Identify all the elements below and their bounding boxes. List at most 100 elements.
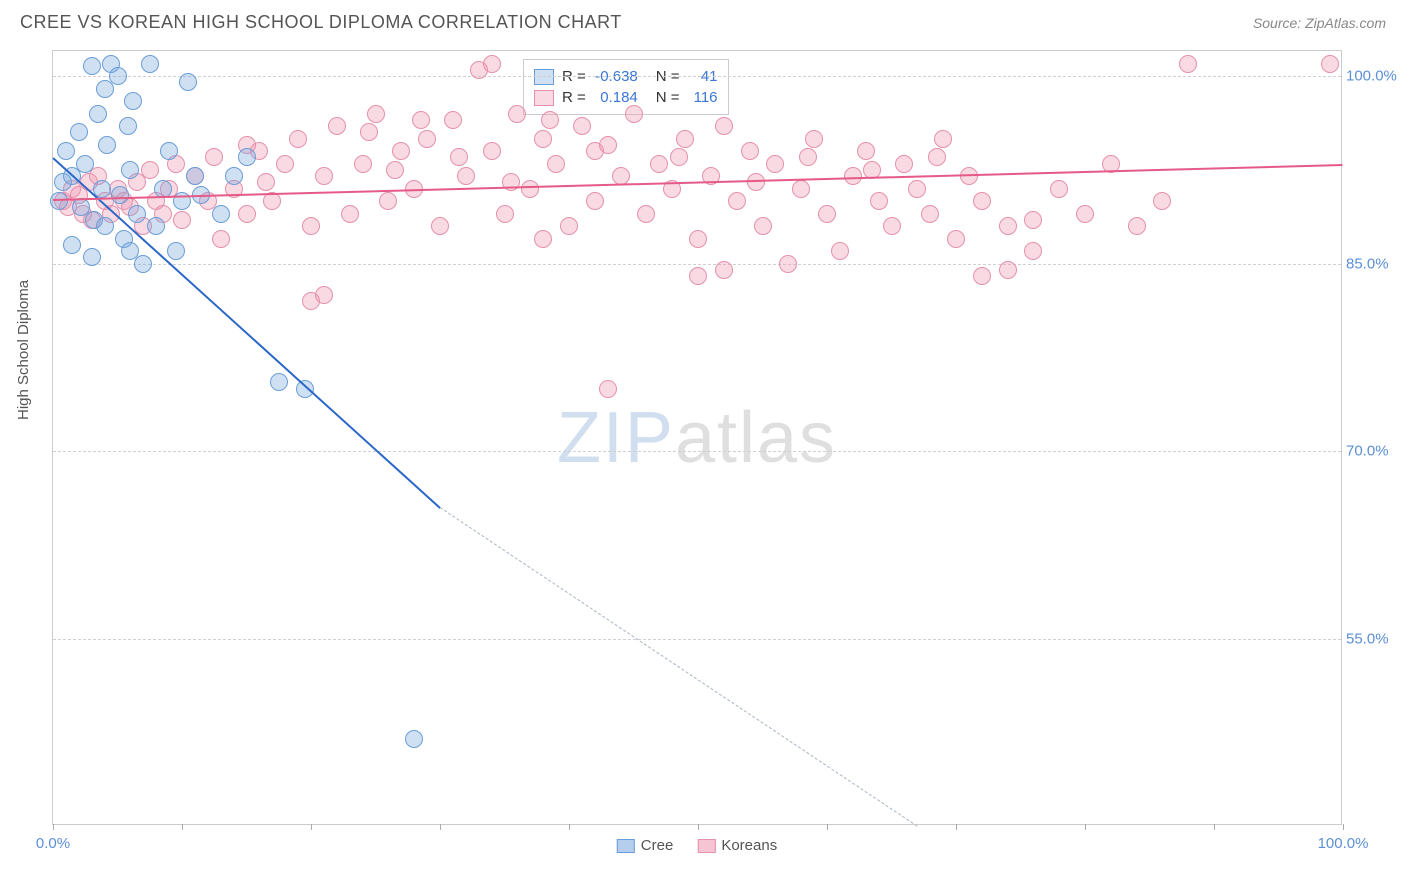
scatter-point (534, 230, 552, 248)
chart-legend: Cree Koreans (617, 837, 777, 854)
watermark-atlas: atlas (675, 398, 837, 478)
scatter-point (160, 142, 178, 160)
stats-swatch (534, 90, 554, 106)
scatter-point (225, 167, 243, 185)
x-tick-label: 100.0% (1318, 835, 1369, 852)
scatter-point (973, 267, 991, 285)
x-tick (827, 824, 828, 830)
scatter-point (121, 161, 139, 179)
scatter-point (379, 192, 397, 210)
scatter-point (270, 373, 288, 391)
scatter-point (1179, 55, 1197, 73)
scatter-point (921, 205, 939, 223)
stats-n-label: N = (656, 89, 680, 106)
scatter-point (521, 180, 539, 198)
scatter-point (508, 105, 526, 123)
scatter-point (418, 130, 436, 148)
scatter-point (1128, 217, 1146, 235)
scatter-point (741, 142, 759, 160)
scatter-point (315, 167, 333, 185)
scatter-point (354, 155, 372, 173)
scatter-point (431, 217, 449, 235)
x-tick (1085, 824, 1086, 830)
scatter-point (496, 205, 514, 223)
scatter-point (386, 161, 404, 179)
scatter-point (83, 248, 101, 266)
scatter-point (831, 242, 849, 260)
scatter-point (111, 186, 129, 204)
scatter-point (689, 230, 707, 248)
scatter-point (779, 255, 797, 273)
scatter-point (1050, 180, 1068, 198)
scatter-point (805, 130, 823, 148)
scatter-point (289, 130, 307, 148)
scatter-point (1153, 192, 1171, 210)
scatter-point (367, 105, 385, 123)
y-axis-label: High School Diploma (15, 280, 32, 420)
y-tick-label: 85.0% (1346, 255, 1396, 272)
scatter-point (50, 192, 68, 210)
scatter-point (141, 55, 159, 73)
scatter-point (96, 217, 114, 235)
scatter-point (315, 286, 333, 304)
scatter-point (450, 148, 468, 166)
scatter-point (276, 155, 294, 173)
scatter-point (818, 205, 836, 223)
scatter-point (128, 205, 146, 223)
scatter-point (134, 255, 152, 273)
stats-n-value: 116 (688, 89, 718, 106)
scatter-point (328, 117, 346, 135)
scatter-point (766, 155, 784, 173)
x-tick (311, 824, 312, 830)
scatter-point (670, 148, 688, 166)
scatter-point (483, 55, 501, 73)
scatter-point (141, 161, 159, 179)
scatter-point (63, 236, 81, 254)
scatter-point (747, 173, 765, 191)
scatter-point (883, 217, 901, 235)
scatter-point (586, 192, 604, 210)
scatter-point (186, 167, 204, 185)
scatter-point (444, 111, 462, 129)
scatter-point (98, 136, 116, 154)
scatter-point (728, 192, 746, 210)
scatter-point (121, 242, 139, 260)
scatter-point (857, 142, 875, 160)
x-tick-label: 0.0% (36, 835, 70, 852)
scatter-point (83, 57, 101, 75)
x-tick (182, 824, 183, 830)
scatter-point (1024, 211, 1042, 229)
scatter-point (483, 142, 501, 160)
scatter-point (676, 130, 694, 148)
x-tick (956, 824, 957, 830)
scatter-point (844, 167, 862, 185)
scatter-point (928, 148, 946, 166)
x-tick (1343, 824, 1344, 830)
stats-r-value: 0.184 (594, 89, 638, 106)
scatter-point (625, 105, 643, 123)
scatter-point (167, 242, 185, 260)
scatter-point (689, 267, 707, 285)
y-tick-label: 55.0% (1346, 630, 1396, 647)
legend-item: Koreans (697, 837, 777, 854)
scatter-point (57, 142, 75, 160)
legend-swatch (617, 839, 635, 853)
scatter-point (934, 130, 952, 148)
scatter-point (124, 92, 142, 110)
gridline-h (53, 639, 1341, 640)
gridline-h (53, 451, 1341, 452)
watermark-zip: ZIP (557, 398, 675, 478)
x-tick (440, 824, 441, 830)
stats-row: R =0.184N =116 (534, 87, 718, 108)
scatter-point (238, 148, 256, 166)
scatter-point (212, 230, 230, 248)
scatter-point (599, 380, 617, 398)
scatter-point (205, 148, 223, 166)
scatter-point (637, 205, 655, 223)
regression-extrapolation (440, 507, 918, 827)
scatter-point (412, 111, 430, 129)
chart-plot-area: ZIPatlas R =-0.638N =41R =0.184N =116 Cr… (52, 50, 1342, 825)
scatter-point (650, 155, 668, 173)
legend-item: Cree (617, 837, 674, 854)
x-tick (53, 824, 54, 830)
